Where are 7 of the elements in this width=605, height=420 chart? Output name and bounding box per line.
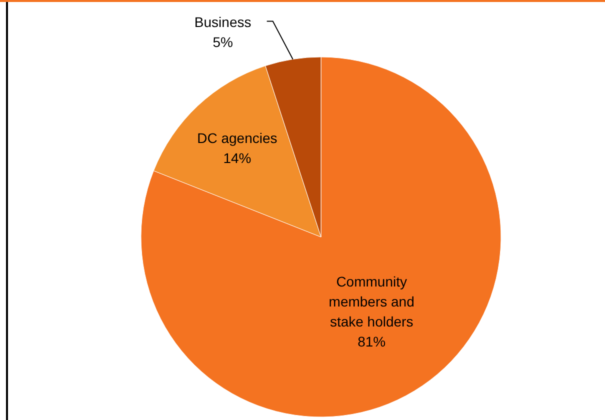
data-label: 5% xyxy=(212,34,233,50)
data-label: 81% xyxy=(358,333,386,350)
slice-label: Community members and stake holders xyxy=(328,273,414,330)
slice-label: Business xyxy=(194,14,252,30)
pie-slice xyxy=(140,56,502,418)
data-label: 14% xyxy=(223,150,252,166)
slice-label: DC agencies xyxy=(197,130,278,146)
